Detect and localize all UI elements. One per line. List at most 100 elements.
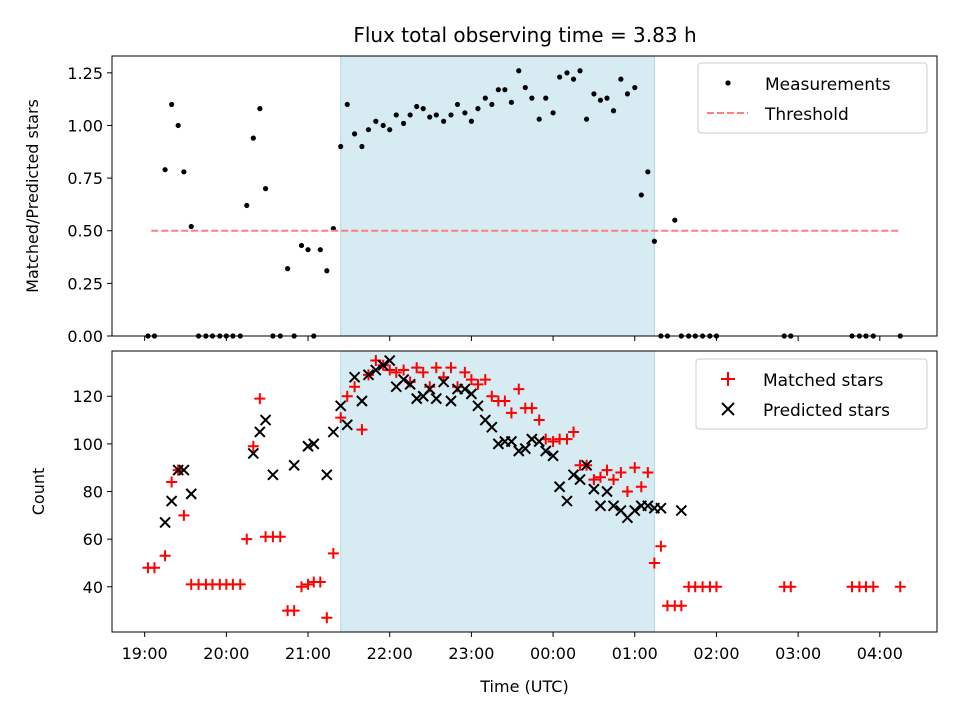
predicted-star-point <box>308 438 320 450</box>
measurement-point <box>420 106 426 112</box>
predicted-star-point <box>267 469 279 481</box>
matched-star-point <box>327 547 339 559</box>
matched-star-point <box>254 393 266 405</box>
bottom-x-tick-label: 19:00 <box>122 644 168 663</box>
predicted-star-point <box>410 392 423 405</box>
matched-star-point <box>486 390 498 402</box>
measurement-point <box>462 110 468 116</box>
matched-star-point <box>479 374 491 386</box>
measurement-point <box>162 167 168 173</box>
predicted-star-point <box>178 464 190 476</box>
measurement-point <box>262 186 269 192</box>
predicted-star-point <box>547 450 559 462</box>
bottom-y-tick-label: 120 <box>72 387 103 406</box>
chart-title: Flux total observing time = 3.83 h <box>353 23 696 47</box>
measurement-point <box>645 169 651 175</box>
measurement-point <box>489 101 495 108</box>
measurement-point <box>495 87 501 93</box>
predicted-star-point <box>302 440 314 452</box>
predicted-star-point <box>459 383 471 395</box>
matched-star-point <box>505 407 517 419</box>
predicted-star-point <box>655 502 667 514</box>
predicted-star-point <box>384 354 396 367</box>
matched-star-point <box>314 576 326 588</box>
predicted-star-point <box>445 395 457 407</box>
measurement-point <box>468 118 475 124</box>
legend-predicted-label: Predicted stars <box>763 401 890 421</box>
matched-star-point <box>356 424 368 436</box>
measurement-point <box>414 103 420 110</box>
predicted-star-point <box>341 419 353 431</box>
measurement-point <box>373 118 379 124</box>
matched-star-point <box>349 381 361 393</box>
observing-window-top <box>340 55 655 337</box>
bottom-x-tick-label: 04:00 <box>857 644 903 663</box>
predicted-star-point <box>348 371 361 383</box>
matched-star-point <box>629 462 641 474</box>
measurement-point <box>591 91 597 97</box>
predicted-stars-points <box>159 354 688 529</box>
measurement-point <box>610 108 617 114</box>
predicted-star-point <box>642 500 654 512</box>
matched-star-point <box>384 364 396 376</box>
matched-star-point <box>499 395 511 407</box>
bottom-x-tick-label: 22:00 <box>367 644 413 663</box>
matched-star-point <box>288 605 300 617</box>
bottom-x-ticks: 19:00 20:00 21:00 22:00 23:00 00:00 01:00 02:00… <box>122 632 903 663</box>
predicted-star-point <box>607 500 620 512</box>
matched-star-point <box>894 581 906 593</box>
predicted-star-point <box>430 392 442 405</box>
legend-predicted-marker <box>721 402 735 416</box>
matched-star-point <box>274 531 286 543</box>
top-legend: Measurements Threshold <box>697 62 928 134</box>
legend-predicted-x <box>721 402 735 416</box>
predicted-star-point <box>185 488 197 500</box>
matched-star-point <box>341 390 353 402</box>
bottom-x-tick-label: 21:00 <box>285 644 331 663</box>
measurement-point <box>564 70 570 76</box>
predicted-star-point <box>165 495 178 507</box>
measurement-point <box>188 223 194 230</box>
predicted-star-point <box>561 495 573 507</box>
measurement-point <box>407 112 413 118</box>
predicted-star-point <box>533 435 545 448</box>
measurement-point <box>387 127 393 133</box>
legend-measurements-marker <box>725 80 731 86</box>
predicted-star-point <box>567 469 580 481</box>
measurement-point <box>380 122 386 129</box>
bottom-y-tick-label: 40 <box>83 578 103 597</box>
top-y-tick-label: 1.00 <box>67 116 103 135</box>
matched-star-point <box>241 533 253 545</box>
bottom-x-tick-label: 01:00 <box>612 644 658 663</box>
predicted-star-point <box>356 395 368 407</box>
measurement-point <box>181 169 187 175</box>
measurement-point <box>604 95 610 101</box>
predicted-star-point <box>526 433 538 445</box>
measurement-point <box>401 120 407 126</box>
measurement-point <box>502 87 508 93</box>
legend-matched-label: Matched stars <box>763 371 883 391</box>
measurement-point <box>441 118 447 124</box>
matched-star-point <box>655 540 667 552</box>
predicted-star-point <box>492 438 505 450</box>
bottom-y-tick-label: 60 <box>83 530 103 549</box>
predicted-star-point <box>424 383 436 395</box>
measurement-point <box>285 266 291 272</box>
measurement-point <box>475 106 481 112</box>
matched-star-point <box>459 366 471 378</box>
bottom-x-tick-label: 00:00 <box>530 644 576 663</box>
measurement-point <box>577 68 583 74</box>
matched-star-point <box>547 435 559 447</box>
measurement-point <box>324 268 330 274</box>
matched-star-point <box>234 578 246 590</box>
measurement-point <box>482 95 488 101</box>
predicted-star-point <box>377 359 389 371</box>
measurement-point <box>250 135 256 141</box>
predicted-star-point <box>404 378 416 391</box>
matched-star-point <box>411 362 423 374</box>
predicted-star-point <box>254 426 266 438</box>
predicted-star-point <box>588 483 600 495</box>
predicted-star-point <box>574 473 586 486</box>
matched-star-point <box>785 581 797 593</box>
